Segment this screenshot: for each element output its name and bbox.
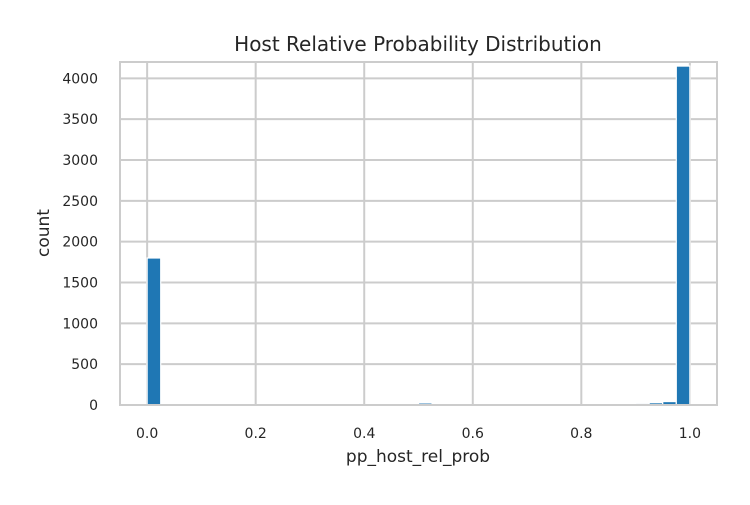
y-tick-labels: 0 500 1000 1500 2000 2500 3000 3500 4000 (62, 71, 98, 414)
x-tick-label: 0.2 (245, 426, 267, 442)
histogram-bar (676, 66, 690, 405)
x-tick-label: 0.4 (353, 426, 375, 442)
y-tick-label: 4000 (62, 71, 98, 87)
y-tick-label: 2500 (62, 194, 98, 210)
x-axis-label: pp_host_rel_prob (346, 447, 490, 467)
x-tick-label: 1.0 (679, 426, 701, 442)
histogram-bars (147, 66, 690, 405)
x-tick-label: 0.0 (136, 426, 158, 442)
plot-frame (120, 62, 717, 405)
grid-lines (120, 62, 717, 405)
x-tick-label: 0.6 (462, 426, 484, 442)
y-tick-label: 500 (71, 357, 98, 373)
x-tick-labels: 0.0 0.2 0.4 0.6 0.8 1.0 (136, 426, 701, 442)
y-tick-label: 2000 (62, 235, 98, 251)
chart-title: Host Relative Probability Distribution (234, 32, 602, 56)
y-tick-label: 1000 (62, 316, 98, 332)
y-axis-label: count (34, 209, 54, 257)
y-tick-label: 3000 (62, 153, 98, 169)
y-tick-label: 0 (89, 398, 98, 414)
y-tick-label: 1500 (62, 276, 98, 292)
x-tick-label: 0.8 (570, 426, 592, 442)
y-tick-label: 3500 (62, 112, 98, 128)
histogram-bar (147, 258, 161, 405)
